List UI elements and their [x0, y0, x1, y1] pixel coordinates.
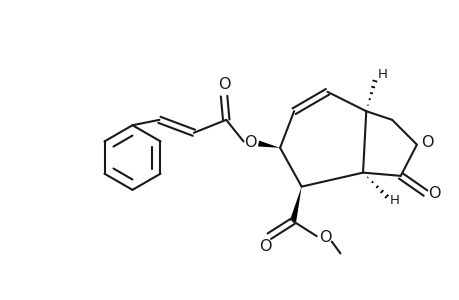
- Text: O: O: [427, 186, 439, 201]
- Text: O: O: [218, 77, 230, 92]
- Text: O: O: [319, 230, 331, 245]
- Text: O: O: [420, 135, 433, 150]
- Text: O: O: [258, 239, 271, 254]
- Polygon shape: [289, 187, 301, 222]
- Text: H: H: [377, 68, 386, 81]
- Polygon shape: [257, 141, 280, 148]
- Text: O: O: [243, 135, 256, 150]
- Text: H: H: [388, 194, 398, 207]
